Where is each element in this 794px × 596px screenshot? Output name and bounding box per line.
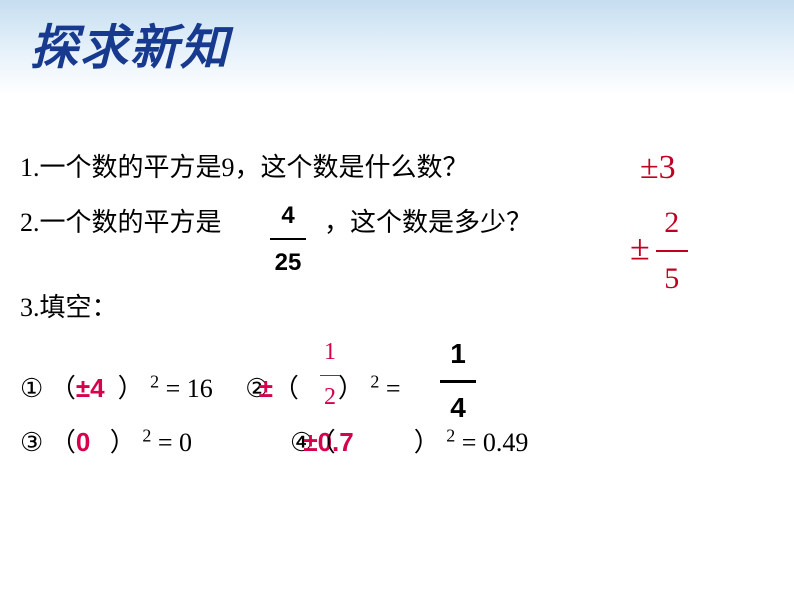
exponent: 2 [150,372,159,392]
paren-close: ） [110,428,136,457]
page-title: 探求新知 [30,8,230,78]
circle-1: ① [20,374,43,403]
content-area: 1.一个数的平方是9，这个数是什么数？ ±3 2.一个数的平方是 4 25 ，这… [0,95,794,467]
paren-open: （ [273,374,299,403]
blanks-row-1: ① （±4 ） 2 = 16 ②±（ ） 2 = 1 2 1 4 [20,365,774,413]
fraction-bar [320,375,340,376]
paren-open: （ [310,428,336,457]
ans-num: 2 [656,196,688,250]
ans-den: 5 [656,252,688,306]
plus-minus: ± [630,227,650,267]
paren-close: ） [118,374,144,403]
q2-text-a: 一个数的平方是 [40,208,222,237]
blanks-row-2: ③ （0 ） 2 = 0 ④±0.7（ ） 2 = 0.49 [20,419,774,467]
blank3-eq: = 0 [151,428,192,457]
blank3-answer: 0 [76,427,90,457]
paren-close: ） [338,374,364,403]
paren-close: ） [414,428,440,457]
ans-den: 2 [324,384,336,410]
question-2: 2.一个数的平方是 4 25 ，这个数是多少？ ± 2 5 [20,200,774,247]
q3-label: 3. [20,293,40,322]
paren-open: （ [50,374,76,403]
q3-text: 填空： [40,293,118,322]
exponent: 2 [142,426,151,446]
q1-label: 1. [20,153,40,182]
blank1-answer: ±4 [76,373,105,403]
q2-text-b: ，这个数是多少？ [324,200,532,247]
fraction-bar [270,238,306,240]
question-1: 1.一个数的平方是9，这个数是什么数？ ±3 [20,145,774,192]
q1-text: 一个数的平方是9，这个数是什么数？ [40,153,469,182]
rhs-num: 1 [440,329,476,379]
q2-frac-den: 25 [270,241,306,284]
q1-answer: ±3 [640,137,676,198]
q2-label: 2. [20,208,40,237]
q2-answer: ± 2 5 [630,196,688,306]
blank2-answer-fraction: 1 2 [320,331,340,418]
exponent: 2 [446,426,455,446]
q2-answer-fraction: 2 5 [656,196,688,306]
ans-num: 1 [324,339,336,365]
blank2-eq: = [379,374,400,403]
header-banner: 探求新知 [0,0,794,95]
q2-fraction: 4 25 [270,194,306,284]
blank4-eq: = 0.49 [455,428,528,457]
blank1-eq: = 16 [159,374,213,403]
circle-3: ③ [20,428,43,457]
blank4-block: ④±0.7（ ） 2 = 0.49 [290,419,528,467]
q2-frac-num: 4 [270,194,306,237]
paren-open: （ [50,428,76,457]
blank2-pm: ± [259,373,273,403]
blank2-rhs-fraction: 1 4 [440,329,476,433]
